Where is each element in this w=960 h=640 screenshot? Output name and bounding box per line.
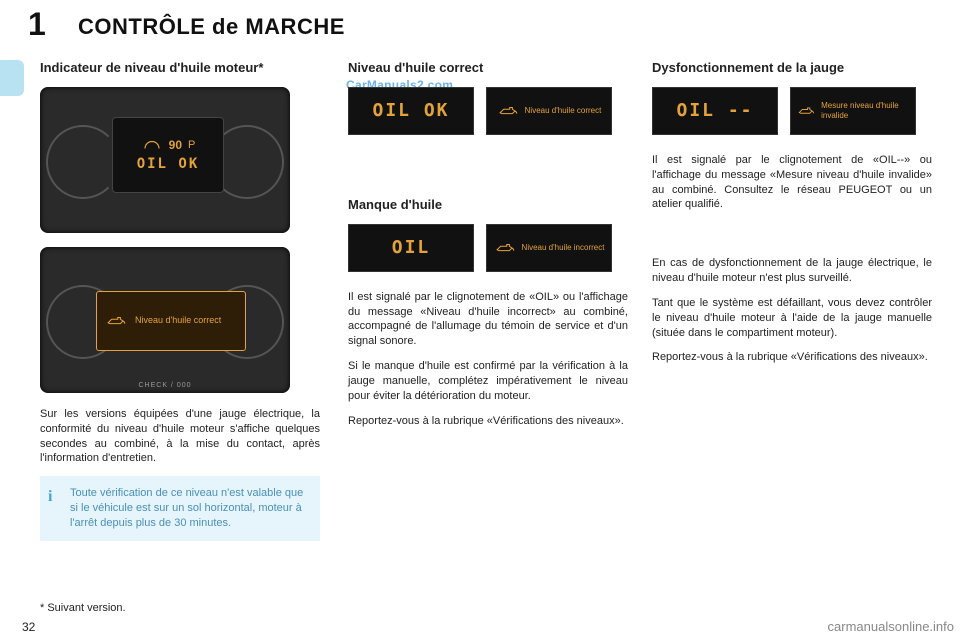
display-pair-invalid: OIL -- Mesure niveau d'huile invalide bbox=[652, 87, 932, 135]
gear-indicator: P bbox=[188, 139, 195, 151]
chapter-number: 1 bbox=[28, 6, 46, 43]
display-msg-incorrect: Niveau d'huile incorrect bbox=[486, 224, 612, 272]
col3-body3: Tant que le système est défaillant, vous… bbox=[652, 296, 932, 341]
manual-page: { "chapter_number": "1", "header": "CONT… bbox=[0, 0, 960, 640]
display-text: OIL bbox=[392, 237, 431, 258]
speed-value: 90 bbox=[169, 138, 182, 152]
col3-body2: En cas de dysfonctionnement de la jauge … bbox=[652, 256, 932, 286]
info-text: Toute vérification de ce niveau n'est va… bbox=[70, 487, 303, 529]
display-pair-correct: OIL OK Niveau d'huile correct bbox=[348, 87, 628, 135]
cluster-image-oil-ok: 90 P OIL OK bbox=[40, 87, 290, 233]
cluster-msg: Niveau d'huile correct bbox=[135, 315, 221, 326]
display-msg-text: Niveau d'huile incorrect bbox=[522, 243, 605, 253]
column-3: Dysfonctionnement de la jauge OIL -- Mes… bbox=[652, 56, 932, 375]
oilcan-icon bbox=[494, 241, 516, 255]
thumb-tab bbox=[0, 60, 24, 96]
oil-ok-text: OIL OK bbox=[137, 156, 200, 172]
cluster-image-oil-correct: Niveau d'huile correct CHECK / 000 bbox=[40, 247, 290, 393]
col3-body4: Reportez-vous à la rubrique «Vérificatio… bbox=[652, 350, 932, 365]
col2-body3: Reportez-vous à la rubrique «Vérificatio… bbox=[348, 414, 628, 429]
page-title: CONTRÔLE de MARCHE bbox=[78, 14, 345, 40]
display-oil: OIL bbox=[348, 224, 474, 272]
cluster-bottom-label: CHECK / 000 bbox=[138, 382, 191, 389]
info-icon: i bbox=[48, 486, 52, 508]
watermark-bottom: carmanualsonline.info bbox=[828, 619, 954, 634]
column-1: Indicateur de niveau d'huile moteur* 90 … bbox=[40, 56, 320, 541]
col1-heading: Indicateur de niveau d'huile moteur* bbox=[40, 60, 320, 77]
info-note: i Toute vérification de ce niveau n'est … bbox=[40, 476, 320, 541]
page-number: 32 bbox=[22, 620, 35, 634]
display-msg-correct: Niveau d'huile correct bbox=[486, 87, 612, 135]
display-msg-text: Mesure niveau d'huile invalide bbox=[821, 101, 909, 120]
footnote: * Suivant version. bbox=[40, 602, 126, 614]
display-oil-dashes: OIL -- bbox=[652, 87, 778, 135]
display-oil-ok: OIL OK bbox=[348, 87, 474, 135]
display-msg-text: Niveau d'huile correct bbox=[525, 106, 602, 116]
col2-sec2-heading: Manque d'huile bbox=[348, 197, 628, 214]
col2-body2: Si le manque d'huile est confirmé par la… bbox=[348, 359, 628, 404]
col3-body1: Il est signalé par le clignotement de «O… bbox=[652, 153, 932, 212]
oilcan-icon bbox=[497, 104, 519, 118]
oilcan-icon bbox=[797, 104, 815, 118]
display-text: OIL OK bbox=[372, 100, 449, 121]
oilcan-icon bbox=[105, 314, 127, 328]
display-msg-invalid: Mesure niveau d'huile invalide bbox=[790, 87, 916, 135]
col2-sec1-heading: Niveau d'huile correct bbox=[348, 60, 628, 77]
display-text: OIL -- bbox=[676, 100, 753, 121]
col3-heading: Dysfonctionnement de la jauge bbox=[652, 60, 932, 77]
column-2: Niveau d'huile correct OIL OK Niveau d'h… bbox=[348, 56, 628, 439]
col2-body1: Il est signalé par le clignotement de «O… bbox=[348, 290, 628, 349]
display-pair-incorrect: OIL Niveau d'huile incorrect bbox=[348, 224, 628, 272]
speedo-icon bbox=[141, 138, 163, 152]
col1-body: Sur les versions équipées d'une jauge él… bbox=[40, 407, 320, 466]
